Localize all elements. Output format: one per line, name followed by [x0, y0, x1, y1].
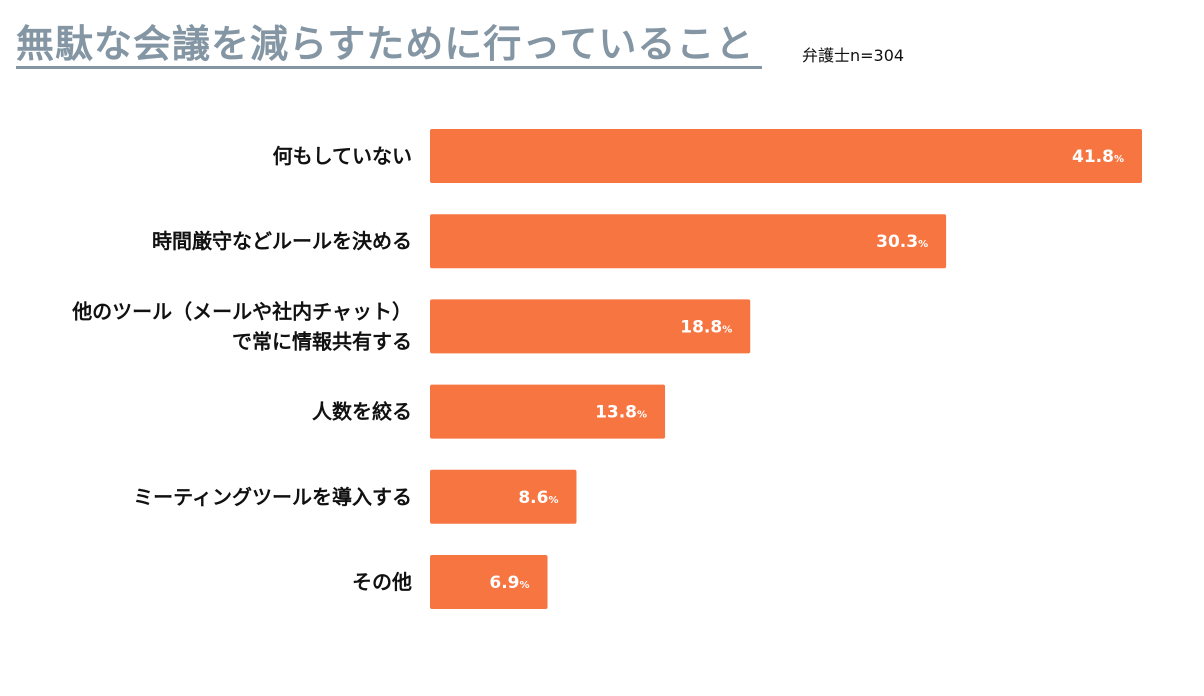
- bar-6: [430, 555, 548, 609]
- category-label-4: 人数を絞る: [312, 400, 412, 424]
- category-label-3-line-2: で常に情報共有する: [232, 329, 412, 353]
- chart-title: 無駄な会議を減らすために行っていること: [16, 22, 755, 66]
- bar-1: [430, 129, 1142, 183]
- sample-size-note: 弁護士n=304: [802, 46, 905, 65]
- category-label-2: 時間厳守などルールを決める: [152, 229, 412, 253]
- bar-3: [430, 299, 751, 354]
- category-label-5: ミーティングツールを導入する: [133, 485, 412, 509]
- category-label-1: 何もしていない: [273, 144, 412, 168]
- value-label-2: 30.3%: [876, 232, 928, 252]
- value-label-4: 13.8%: [595, 403, 647, 423]
- value-label-1: 41.8%: [1072, 147, 1124, 167]
- category-label-3-line-1: 他のツール（メールや社内チャット）: [71, 299, 412, 323]
- value-label-3: 18.8%: [680, 317, 732, 337]
- value-label-5: 8.6%: [518, 488, 558, 508]
- bar-2: [430, 214, 947, 269]
- category-label-6: その他: [352, 570, 412, 594]
- title-underline: [16, 66, 762, 69]
- bar-4: [430, 384, 666, 439]
- bar-5: [430, 469, 577, 524]
- value-label-6: 6.9%: [489, 573, 529, 593]
